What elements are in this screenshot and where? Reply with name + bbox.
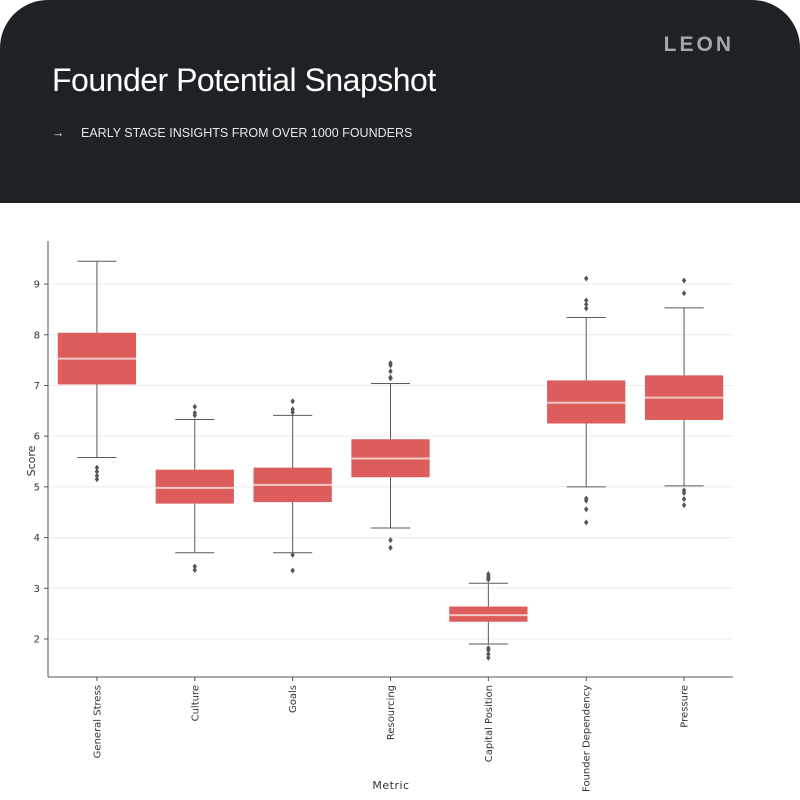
- outlier-point: [94, 464, 100, 471]
- outlier-point: [290, 409, 295, 416]
- box-iqr: [449, 606, 528, 622]
- x-tick-label: Resourcing: [386, 685, 397, 740]
- y-tick-label: 3: [34, 584, 40, 595]
- brand-logo: LEON: [663, 33, 734, 56]
- x-tick-label: Founder Dependency: [582, 685, 593, 792]
- y-axis-label: Score: [25, 445, 38, 476]
- y-tick-label: 7: [34, 381, 40, 392]
- outlier-point: [290, 398, 295, 405]
- x-tick-label: Culture: [190, 685, 201, 721]
- outlier-point: [290, 551, 295, 558]
- outlier-point: [192, 563, 197, 570]
- outlier-point: [486, 654, 491, 661]
- outlier-point: [192, 412, 197, 419]
- x-axis-label: Metric: [372, 779, 409, 792]
- outlier-point: [192, 403, 197, 410]
- box-group: [644, 277, 724, 509]
- box-iqr: [155, 469, 234, 504]
- x-tick-label: Pressure: [680, 685, 691, 728]
- outlier-point: [584, 297, 589, 304]
- box-group: [57, 260, 137, 483]
- box-group: [253, 398, 332, 574]
- outlier-point: [94, 476, 100, 483]
- outlier-point: [681, 502, 687, 509]
- outlier-point: [388, 375, 393, 382]
- box-group: [449, 571, 528, 661]
- outlier-point: [388, 368, 393, 375]
- outlier-point: [94, 468, 100, 475]
- y-tick-label: 2: [34, 634, 40, 645]
- outlier-point: [486, 651, 491, 658]
- box-group: [351, 360, 430, 551]
- x-tick-label: Capital Position: [484, 685, 495, 762]
- axes: 2 3 4 5 6 7 8 9 General Stress Culture Goals Resour…: [34, 241, 733, 792]
- box-plot-chart: 2 3 4 5 6 7 8 9 General Stress Culture Goals Resour…: [25, 241, 733, 792]
- outlier-point: [192, 567, 197, 574]
- y-tick-label: 9: [34, 280, 40, 291]
- outlier-point: [681, 489, 687, 496]
- page-subtitle: EARLY STAGE INSIGHTS FROM OVER 1000 FOUN…: [81, 126, 413, 140]
- box-group: [547, 275, 626, 526]
- box-group: [155, 403, 234, 574]
- outlier-point: [584, 305, 589, 312]
- outlier-point: [388, 544, 393, 551]
- y-tick-label: 5: [34, 482, 40, 493]
- outlier-point: [388, 537, 393, 544]
- outlier-point: [681, 277, 687, 284]
- header-banner: LEON Founder Potential Snapshot → EARLY S…: [0, 0, 800, 203]
- outlier-point: [290, 406, 295, 413]
- outlier-point: [290, 567, 295, 574]
- outlier-point: [388, 362, 393, 369]
- y-tick-label: 6: [34, 432, 40, 443]
- outlier-point: [584, 301, 589, 308]
- boxes: [57, 260, 724, 661]
- outlier-point: [584, 506, 589, 513]
- outlier-point: [486, 576, 491, 583]
- y-tick-label: 8: [34, 330, 40, 341]
- outlier-point: [486, 647, 491, 654]
- subtitle-row: → EARLY STAGE INSIGHTS FROM OVER 1000 FOU…: [52, 126, 412, 140]
- outlier-point: [584, 275, 589, 282]
- x-tick-label: Goals: [288, 685, 299, 713]
- outlier-point: [584, 497, 589, 504]
- y-tick-label: 4: [34, 533, 40, 544]
- x-tick-label: General Stress: [92, 685, 103, 758]
- page-title: Founder Potential Snapshot: [52, 62, 436, 98]
- outlier-point: [681, 290, 687, 297]
- arrow-right-icon: →: [52, 126, 65, 140]
- outlier-point: [94, 472, 100, 479]
- outlier-point: [681, 496, 687, 503]
- outlier-point: [584, 519, 589, 526]
